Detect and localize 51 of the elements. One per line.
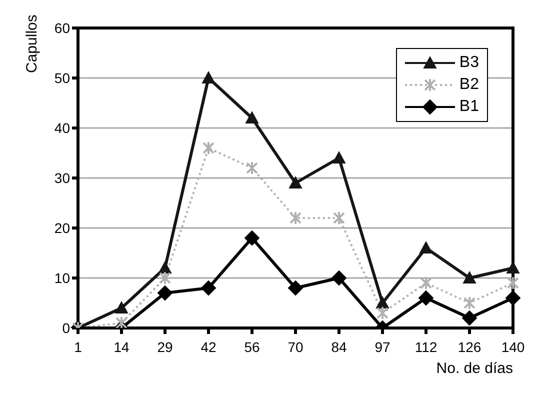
point	[506, 290, 520, 306]
point	[244, 230, 260, 246]
y-tick-label: 0	[62, 320, 70, 336]
x-tick-label: 70	[288, 338, 304, 355]
point	[289, 176, 302, 188]
y-tick-label: 40	[54, 120, 70, 136]
point	[158, 262, 172, 274]
x-tick-label: 126	[458, 338, 482, 355]
legend-label: B1	[459, 98, 479, 116]
y-tick-label: 10	[54, 270, 70, 286]
point	[376, 306, 388, 320]
point	[202, 72, 215, 84]
point	[158, 286, 172, 300]
y-tick-label: 20	[54, 220, 70, 236]
point	[376, 296, 389, 308]
x-tick-label: 140	[501, 338, 525, 355]
point	[332, 270, 346, 286]
x-tick-label: 14	[114, 338, 130, 355]
point	[288, 280, 303, 296]
point	[202, 141, 214, 155]
point	[462, 310, 477, 326]
point	[246, 112, 258, 124]
y-tick-label: 30	[54, 170, 70, 186]
x-tick-label: 56	[244, 338, 260, 355]
y-tick-label: 60	[54, 20, 70, 36]
point	[201, 280, 216, 296]
point	[507, 276, 519, 290]
point	[159, 271, 171, 285]
x-tick-label: 42	[200, 338, 216, 355]
legend-label: B3	[459, 54, 479, 72]
point	[332, 152, 346, 164]
point	[290, 211, 302, 225]
point	[463, 272, 476, 284]
x-tick-label: 112	[414, 338, 438, 355]
point	[418, 290, 434, 306]
point	[116, 316, 128, 328]
legend-label: B2	[459, 76, 479, 94]
point	[420, 276, 432, 290]
y-axis-title: Capullos	[24, 14, 41, 73]
x-tick-label: 29	[157, 338, 173, 355]
x-axis-title: No. de días	[436, 360, 513, 377]
point	[246, 161, 258, 175]
x-tick-label: 97	[374, 338, 390, 355]
point	[464, 296, 476, 310]
x-tick-label: 1	[74, 338, 82, 355]
point	[506, 262, 520, 274]
y-tick-label: 50	[54, 70, 70, 86]
point	[420, 242, 432, 254]
point	[333, 211, 345, 225]
x-tick-label: 84	[331, 338, 347, 355]
point	[115, 302, 128, 314]
